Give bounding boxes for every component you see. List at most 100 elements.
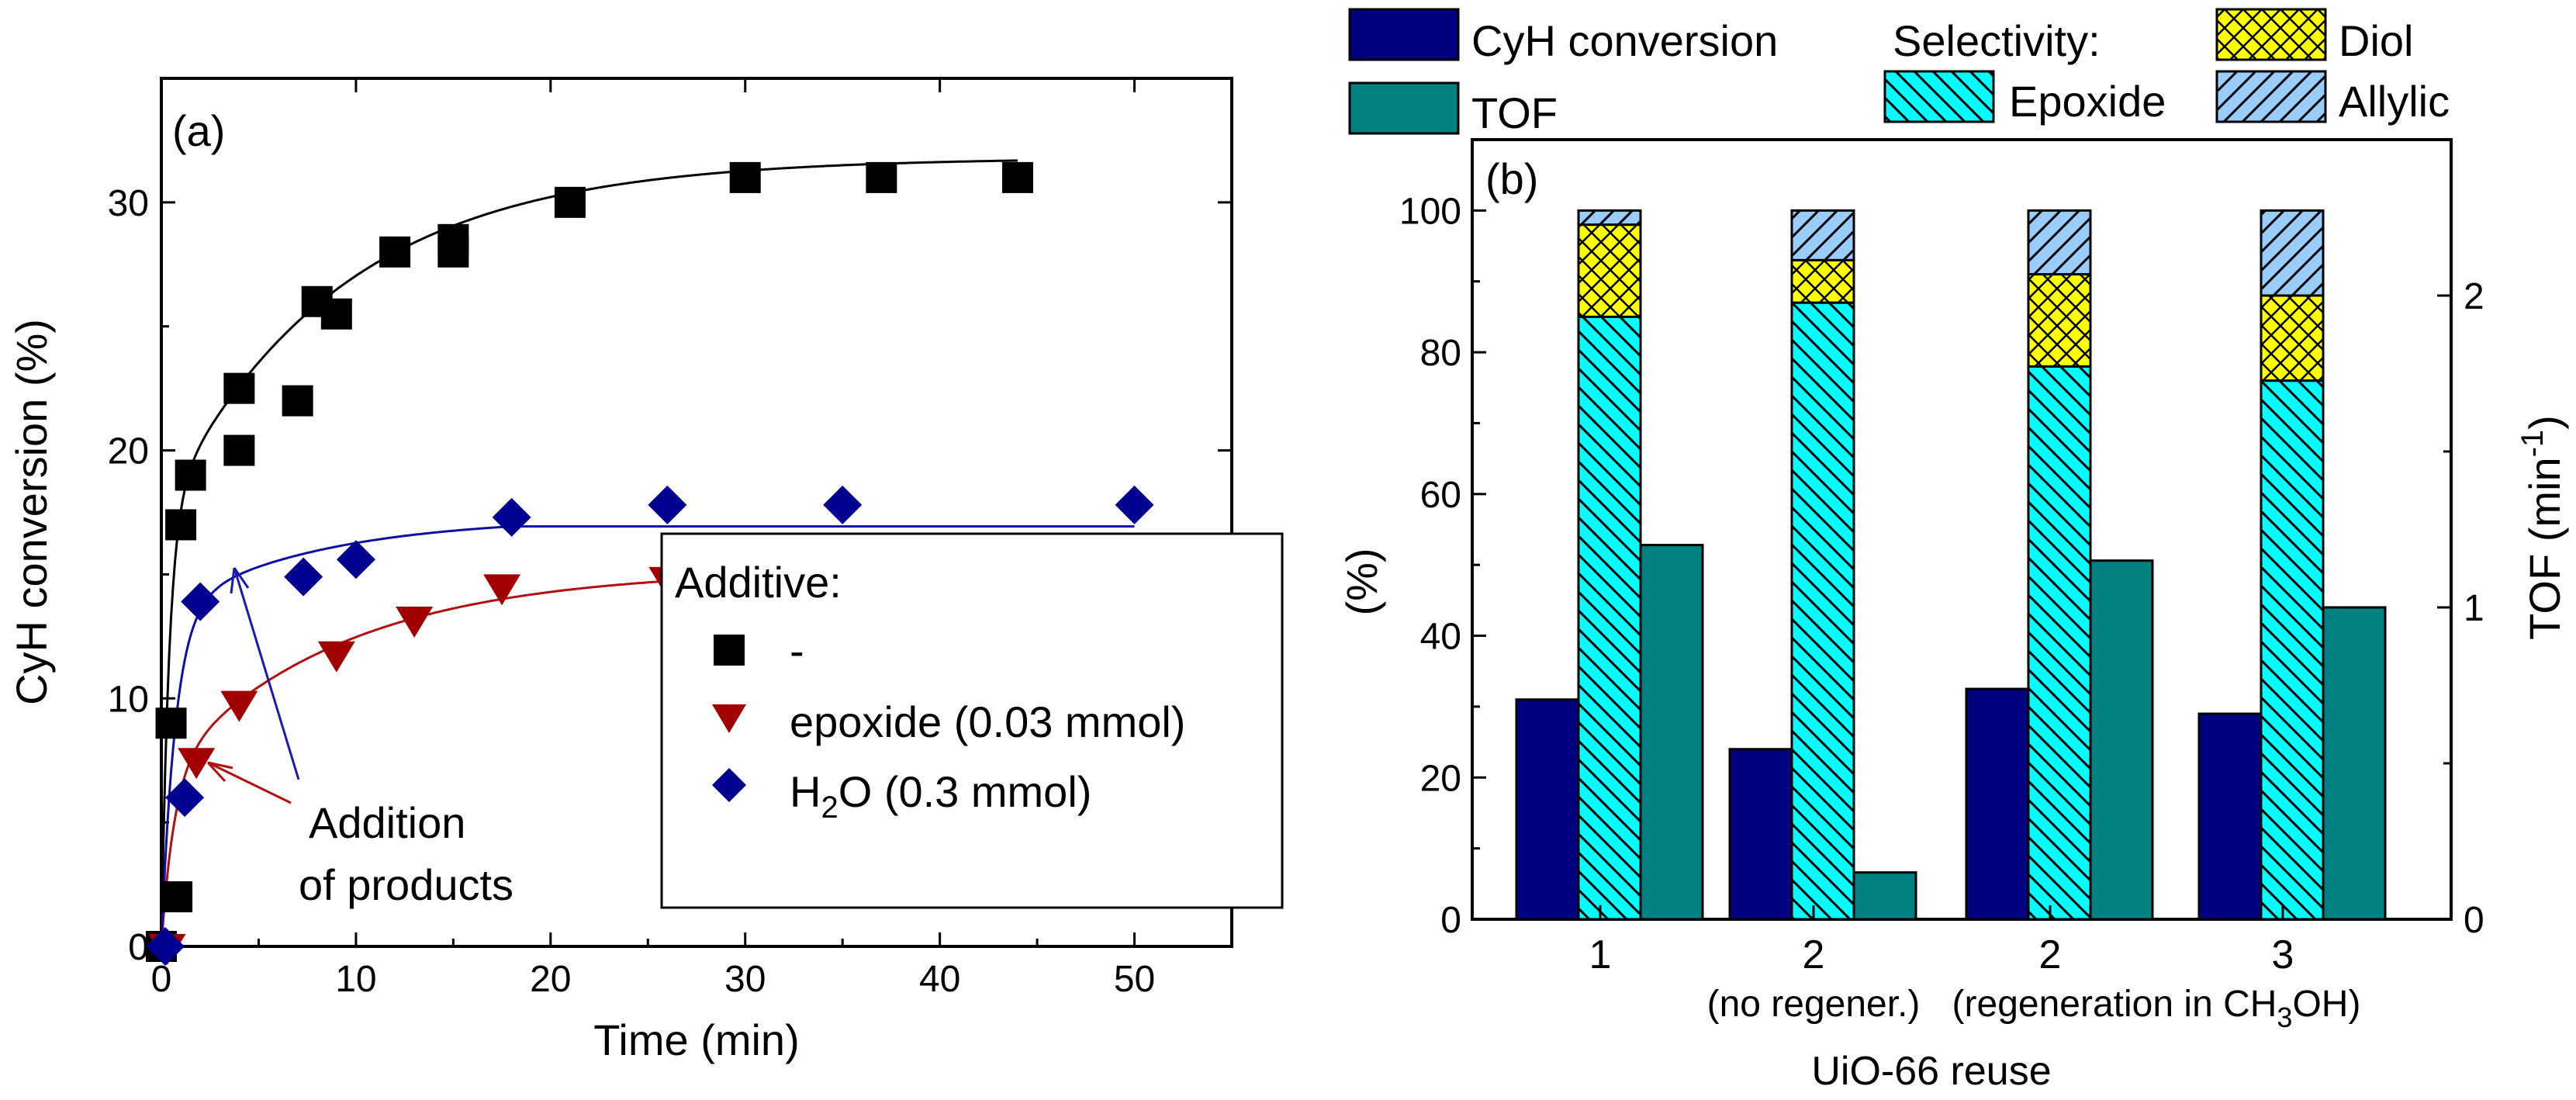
bar-diol bbox=[2260, 294, 2325, 382]
x-axis-ticks-a: 0 10 20 30 40 50 bbox=[151, 78, 1155, 1000]
legend-marker-square bbox=[714, 635, 745, 666]
y-axis-title-right-b: TOF (min-1) bbox=[2515, 415, 2569, 640]
data-point-square bbox=[175, 459, 206, 491]
data-point-triangle bbox=[483, 574, 521, 606]
legend-a: Additive: - epoxide (0.03 mmol) H2O (0.3… bbox=[660, 532, 1284, 909]
data-point-square bbox=[379, 236, 411, 268]
bar-diol bbox=[1577, 223, 1642, 318]
bar-tof bbox=[1852, 871, 1917, 921]
data-point-diamond bbox=[165, 778, 205, 818]
data-point-square bbox=[437, 223, 469, 255]
fit-curve-3 bbox=[160, 525, 1135, 947]
bar-allylic bbox=[1577, 209, 1642, 227]
legend-swatch-diol bbox=[2215, 8, 2327, 61]
legend-selectivity-title: Selectivity: bbox=[1893, 16, 2101, 65]
y-axis-title-left-b: (%) bbox=[1337, 548, 1386, 615]
y-axis-ticks-a: 0 10 20 30 bbox=[108, 183, 1232, 968]
data-point-square bbox=[729, 161, 761, 193]
plot-frame-b bbox=[1471, 138, 2453, 921]
data-point-square bbox=[1002, 161, 1033, 193]
y-tick-label-right-b: 1 bbox=[2464, 588, 2484, 629]
legend-label-diol: Diol bbox=[2339, 16, 2413, 65]
x-tick-label-a: 30 bbox=[724, 959, 766, 1000]
data-point-diamond bbox=[1115, 485, 1154, 524]
bar-conversion bbox=[1515, 698, 1580, 921]
y-tick-label-a: 0 bbox=[128, 927, 149, 968]
bar-conversion bbox=[2197, 712, 2263, 921]
x-tick-label-a: 10 bbox=[335, 959, 376, 1000]
legend-label-tof: TOF bbox=[1471, 88, 1558, 137]
legend-label-water: H2O (0.3 mmol) bbox=[790, 767, 1091, 825]
legend-b: CyH conversion TOF Selectivity: Epoxide … bbox=[1348, 8, 2450, 137]
x-tick-label-a: 0 bbox=[151, 959, 172, 1000]
data-point-triangle bbox=[396, 606, 434, 638]
legend-label-none: - bbox=[790, 626, 804, 675]
category-note-regeneration: (regeneration in CH3OH) bbox=[1952, 984, 2361, 1033]
data-point-square bbox=[554, 186, 586, 218]
data-point-diamond bbox=[181, 582, 220, 621]
bars-b bbox=[1515, 209, 2387, 921]
y-tick-label-left-b: 20 bbox=[1420, 758, 1461, 799]
annotation-arrows bbox=[206, 567, 300, 804]
panel-label-a: (a) bbox=[172, 106, 225, 155]
bar-diol bbox=[2027, 273, 2092, 368]
bar-tof bbox=[2089, 559, 2154, 921]
annotation-line1: Addition bbox=[309, 798, 465, 847]
panel-label-b: (b) bbox=[1485, 154, 1538, 203]
panel-a: 0 10 20 30 40 50 0 10 20 30 (a) Time (min) CyH c… bbox=[7, 77, 1284, 1064]
bar-allylic bbox=[1790, 209, 1855, 261]
data-point-diamond bbox=[492, 497, 531, 537]
data-point-diamond bbox=[336, 540, 375, 579]
annotation-arrowhead-red bbox=[206, 761, 233, 783]
y-tick-label-a: 10 bbox=[108, 679, 149, 720]
data-point-diamond bbox=[823, 485, 863, 524]
x-axis-title-a: Time (min) bbox=[593, 1015, 799, 1064]
bar-tof bbox=[1639, 544, 1704, 921]
y-tick-label-left-b: 0 bbox=[1440, 900, 1461, 941]
data-point-square bbox=[320, 298, 352, 330]
y-tick-label-right-b: 2 bbox=[2464, 276, 2484, 317]
y-tick-label-left-b: 60 bbox=[1420, 475, 1461, 516]
data-point-square bbox=[866, 161, 897, 193]
x-tick-label-a: 20 bbox=[530, 959, 571, 1000]
legend-label-allylic: Allylic bbox=[2339, 77, 2450, 126]
y-tick-label-a: 30 bbox=[108, 183, 149, 224]
data-point-square bbox=[165, 509, 197, 541]
annotation-arrowhead-blue bbox=[230, 567, 250, 594]
x-tick-label-a: 40 bbox=[919, 959, 960, 1000]
x-axis-title-b: UiO-66 reuse bbox=[1811, 1049, 2051, 1094]
category-label-1: 1 bbox=[1589, 932, 1612, 977]
axis-ticks-b: 0 20 40 60 80 100 0 1 2 bbox=[1399, 191, 2484, 941]
plot-frame-a bbox=[160, 77, 1233, 948]
bar-allylic bbox=[2027, 209, 2092, 276]
data-point-square bbox=[223, 372, 255, 404]
bar-epoxide bbox=[1790, 301, 1855, 921]
y-tick-label-a: 20 bbox=[108, 431, 149, 472]
data-point-square bbox=[161, 881, 193, 913]
category-label-2: 2 bbox=[1803, 932, 1825, 977]
bar-allylic bbox=[2260, 209, 2325, 297]
data-point-diamond bbox=[146, 927, 185, 966]
data-point-diamond bbox=[284, 557, 323, 597]
legend-box-a bbox=[660, 532, 1284, 909]
bar-diol bbox=[1790, 258, 1855, 304]
y-axis-title-a: CyH conversion (%) bbox=[7, 319, 56, 705]
category-note-no-regener: (no regener.) bbox=[1707, 984, 1921, 1025]
y-tick-label-left-b: 80 bbox=[1420, 333, 1461, 374]
annotation-arrow-blue bbox=[233, 567, 300, 780]
data-point-diamond bbox=[648, 485, 687, 524]
y-tick-label-left-b: 40 bbox=[1420, 617, 1461, 658]
annotation-arrow-red bbox=[207, 761, 292, 804]
panel-b: 0 20 40 60 80 100 0 1 2 (b) (%) TOF (min-1) UiO-… bbox=[1337, 8, 2569, 1094]
legend-swatch-tof bbox=[1348, 81, 1460, 135]
legend-swatch-allylic bbox=[2215, 70, 2327, 123]
legend-marker-diamond bbox=[712, 768, 746, 802]
data-point-square bbox=[282, 385, 313, 417]
y-tick-label-left-b: 100 bbox=[1399, 191, 1461, 232]
bar-epoxide bbox=[2260, 379, 2325, 921]
legend-label-conversion: CyH conversion bbox=[1471, 16, 1778, 65]
category-label-3: 2 bbox=[2039, 932, 2062, 977]
x-tick-label-a: 50 bbox=[1114, 959, 1155, 1000]
annotation-line2: of products bbox=[299, 860, 513, 909]
